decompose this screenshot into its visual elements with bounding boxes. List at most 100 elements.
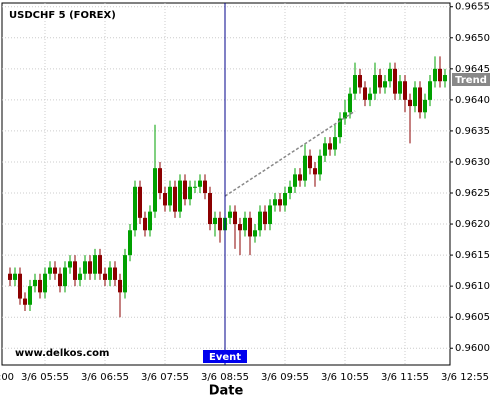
chart-title: USDCHF 5 (FOREX) <box>9 10 116 21</box>
candle-body <box>133 186 137 231</box>
candle-body <box>358 75 362 88</box>
candle-body <box>143 217 147 231</box>
x-tick-label: 3/6 10:55 <box>321 372 369 383</box>
candle-body <box>213 217 217 225</box>
candle-body <box>33 279 37 287</box>
candle-body <box>268 205 272 225</box>
candle-body <box>203 180 207 194</box>
candle-body <box>298 174 302 181</box>
candle-body <box>303 155 307 181</box>
candle-body <box>233 211 237 225</box>
candle-body <box>58 273 62 287</box>
candle-body <box>413 87 417 107</box>
x-tick-label: 3/6 12:55 <box>441 372 489 383</box>
candle-body <box>338 118 342 138</box>
candle-body <box>198 180 202 187</box>
candle-body <box>183 180 187 200</box>
candle-body <box>283 193 287 206</box>
candle-body <box>53 267 57 274</box>
candle-body <box>388 68 392 82</box>
event-label: Event <box>209 352 241 363</box>
candle-body <box>208 193 212 225</box>
watermark: www.delkos.com <box>15 348 109 359</box>
candle-body <box>88 261 92 274</box>
candle-body <box>138 186 142 218</box>
candle-body <box>263 211 267 225</box>
candle-body <box>423 99 427 113</box>
candle-body <box>188 186 192 200</box>
candle-body <box>43 273 47 293</box>
candle-body <box>108 267 112 280</box>
event-label-box <box>203 350 247 363</box>
candle-body <box>18 273 22 299</box>
candle-body <box>343 112 347 119</box>
plot-area <box>1 2 451 366</box>
candle-body <box>348 93 352 113</box>
candle-body <box>178 180 182 212</box>
candle-body <box>123 255 127 293</box>
x-tick-label: 3/6 07:55 <box>141 372 189 383</box>
candle-body <box>323 143 327 156</box>
candle-body <box>93 255 97 274</box>
candle-body <box>403 81 407 100</box>
y-tick-label: 0.9625 <box>455 188 490 199</box>
candle-body <box>408 99 412 107</box>
y-tick-label: 0.9605 <box>455 312 490 323</box>
candle-body <box>293 174 297 187</box>
x-tick-label: 3/6 11:55 <box>381 372 429 383</box>
candle-body <box>128 230 132 256</box>
candle-body <box>308 155 312 169</box>
candle-body <box>193 186 197 188</box>
x-tick-label: 3/6 09:55 <box>261 372 309 383</box>
candle-body <box>118 279 122 293</box>
candle-body <box>103 273 107 280</box>
candle-body <box>278 199 282 206</box>
candle-body <box>243 217 247 231</box>
candle-body <box>48 267 52 274</box>
candle-body <box>13 273 17 280</box>
candle-body <box>83 261 87 274</box>
y-tick-label: 0.9645 <box>455 64 490 75</box>
x-tick-label: 3/6 05:55 <box>21 372 69 383</box>
candle-body <box>28 286 32 305</box>
y-tick-label: 0.9600 <box>455 343 490 354</box>
candle-body <box>433 68 437 82</box>
y-tick-label: 0.9630 <box>455 157 490 168</box>
y-tick-label: 0.9650 <box>455 33 490 44</box>
candle-body <box>398 81 402 94</box>
x-tick-label: 3/6 06:55 <box>81 372 129 383</box>
candle-body <box>418 87 422 113</box>
candle-body <box>73 261 77 280</box>
candle-body <box>328 143 332 150</box>
candle-body <box>218 217 222 231</box>
candle-body <box>153 168 157 212</box>
candle-body <box>63 267 67 287</box>
candle-body <box>368 93 372 100</box>
candle-body <box>333 137 337 150</box>
candle-body <box>8 273 12 280</box>
trend-label-box <box>452 73 490 86</box>
candle-body <box>68 261 72 268</box>
candle-body <box>78 273 82 280</box>
y-tick-label: 0.9620 <box>455 219 490 230</box>
candle-body <box>238 224 242 231</box>
candle-body <box>428 81 432 100</box>
candle-body <box>353 75 357 94</box>
candle-body <box>228 211 232 218</box>
candle-body <box>173 186 177 212</box>
candle-body <box>383 81 387 88</box>
candle-body <box>158 168 162 194</box>
candle-body <box>38 279 42 293</box>
candle-body <box>363 87 367 100</box>
candle-body <box>168 186 172 206</box>
x-tick-label: 3/6 05:00 <box>0 372 14 383</box>
candle-body <box>443 75 447 82</box>
x-axis-label: Date <box>209 384 244 399</box>
candle-body <box>98 255 102 274</box>
candle-body <box>163 193 167 206</box>
y-tick-label: 0.9640 <box>455 95 490 106</box>
candle-body <box>313 168 317 175</box>
candle-body <box>438 68 442 82</box>
y-tick-label: 0.9610 <box>455 281 490 292</box>
candle-body <box>248 217 252 237</box>
